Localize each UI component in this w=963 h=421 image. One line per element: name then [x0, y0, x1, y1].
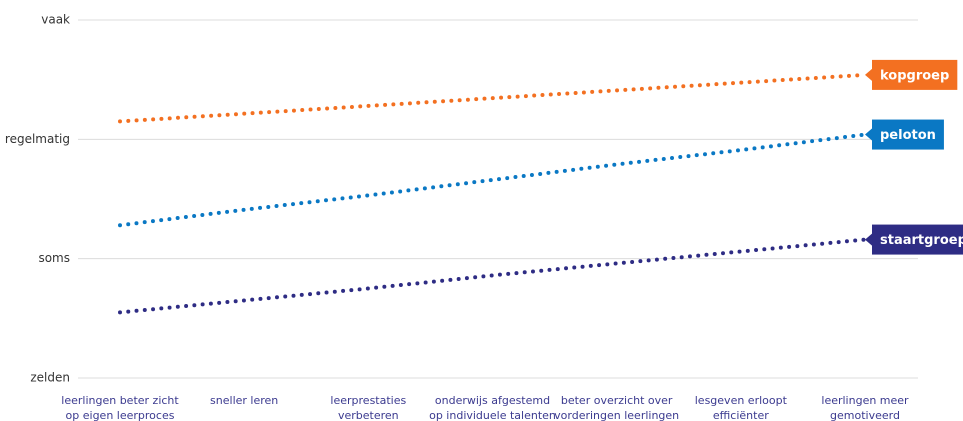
legend-pointer	[865, 128, 872, 141]
x-tick-label: leerlingen beter zicht op eigen leerproc…	[61, 394, 179, 421]
x-tick-label: beter overzicht over vorderingen leerlin…	[554, 394, 680, 421]
series-line	[118, 237, 867, 315]
legend-pointer	[865, 233, 872, 246]
legend-box	[872, 224, 963, 255]
legend-label: kopgroep	[880, 68, 949, 83]
x-tick-label: leerprestaties verbeteren	[330, 394, 407, 421]
legend-label: peloton	[880, 128, 936, 143]
legend-box	[872, 119, 944, 150]
legend-label: staartgroep	[880, 233, 963, 248]
x-tick-label: onderwijs afgestemd op individuele talen…	[429, 394, 556, 421]
y-tick-label: soms	[38, 251, 70, 265]
x-tick-label: lesgeven erloopt efficiënter	[694, 394, 787, 421]
x-tick-label: leerlingen meer gemotiveerd	[821, 394, 909, 421]
y-tick-label: regelmatig	[5, 132, 70, 146]
y-tick-label: zelden	[30, 371, 70, 385]
legend-pointer	[865, 68, 872, 81]
legend-box	[872, 59, 958, 90]
y-tick-label: vaak	[41, 13, 70, 27]
x-tick-label: sneller leren	[210, 394, 279, 407]
series-line	[118, 132, 867, 228]
series-line	[118, 72, 867, 124]
